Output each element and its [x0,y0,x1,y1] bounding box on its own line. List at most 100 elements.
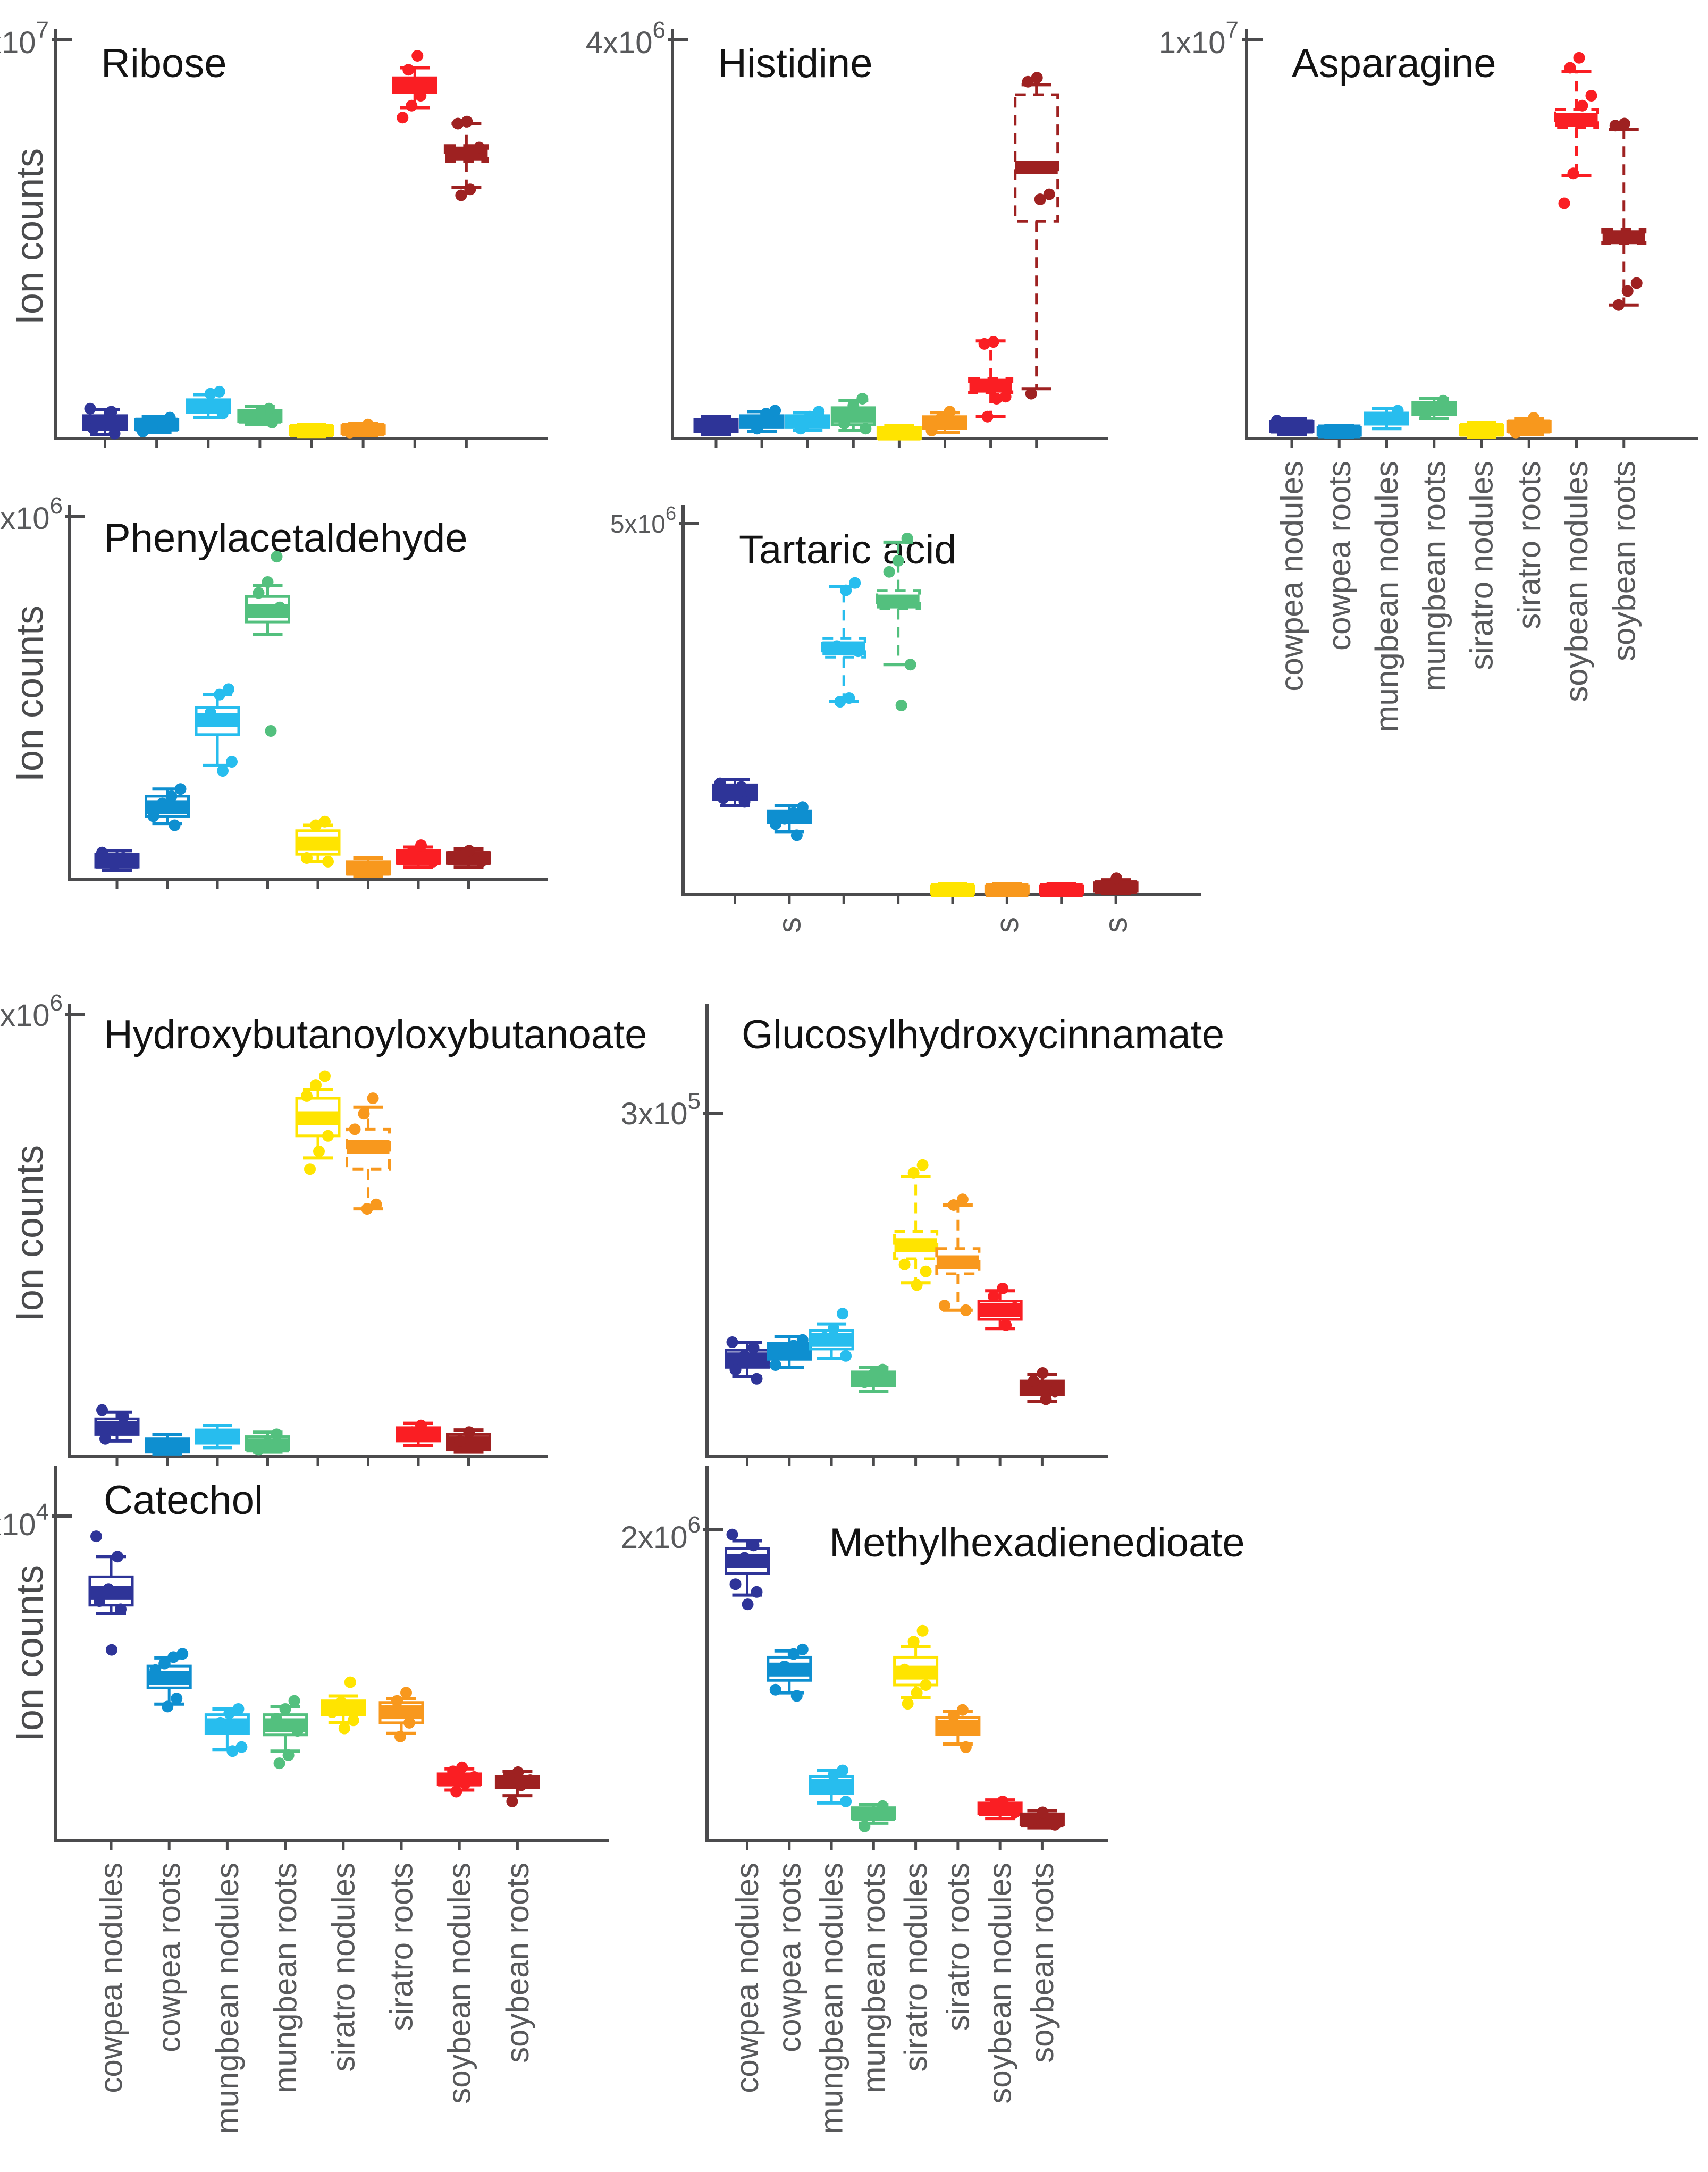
box-phenylacetaldehyde-siratro-roots [346,856,391,878]
data-point [877,1363,889,1376]
data-point [947,1710,960,1722]
data-point [796,801,809,813]
data-point [1573,52,1585,64]
box-ribose-mungbean-roots [237,402,283,428]
data-point [751,1586,763,1598]
panel-title: Catechol [104,1478,263,1523]
data-point [787,807,800,819]
data-point [988,1800,1000,1812]
data-point [1612,299,1625,311]
panel-glucosylhydroxycinnamate: 3x105 Glucosylhydroxycinnamate [621,1004,1224,1466]
data-point [454,850,466,862]
data-point [265,725,277,737]
data-point [205,706,216,719]
data-point [840,1350,852,1362]
panel-title: Phenylacetaldehyde [104,516,468,561]
data-point [1528,412,1540,424]
data-point [344,426,356,439]
data-point [726,1336,738,1348]
data-point [911,1687,923,1699]
axes-histidine [671,29,1108,440]
category-label-fragment: s [989,917,1025,933]
data-point [1630,277,1643,289]
category-label-mungbean-nodules: mungbean nodules [209,1863,245,2134]
data-point [216,408,229,420]
panel-title: Ribose [101,41,227,86]
data-point [463,1426,475,1438]
category-label-siratro-nodules: siratro nodules [325,1863,361,2072]
box-catechol-siratro-nodules [321,1676,366,1735]
data-point [108,1424,120,1436]
data-point [415,1419,427,1432]
box-methylhexadienedioate-siratro-nodules [893,1624,939,1710]
data-point [454,1435,466,1447]
box-phenylacetaldehyde-soybean-roots [446,845,491,869]
box-asparagine-soybean-roots [1601,117,1647,311]
data-point [310,819,322,831]
data-point [349,1123,361,1135]
category-label-fragment: s [771,917,807,933]
data-point [402,64,415,76]
data-point [1028,1813,1040,1825]
data-point [288,1695,300,1707]
data-point [999,391,1012,403]
data-point [1510,426,1522,439]
data-point [843,692,855,704]
box-asparagine-mungbean-nodules [1364,405,1409,431]
data-point [787,1648,800,1660]
yscale-label: 2x106 [621,1512,701,1555]
box-catechol-mungbean-nodules [204,1703,250,1757]
category-label-siratro-roots: siratro roots [940,1863,975,2031]
data-point [960,1741,972,1753]
data-point [729,1363,742,1376]
data-point [751,1373,763,1385]
data-point [735,781,747,793]
data-point [358,1108,370,1120]
data-point [1040,1393,1052,1405]
data-point [262,1437,274,1450]
data-point [156,797,169,810]
data-point [938,1300,950,1312]
data-point [155,417,167,428]
box-catechol-cowpea-nodules [88,1530,134,1656]
data-point [403,1716,415,1729]
data-point [787,1340,800,1352]
data-point [253,1444,265,1456]
category-label-cowpea-nodules: cowpea nodules [94,1863,129,2093]
data-point [273,1757,285,1770]
data-point [717,792,729,804]
data-point [902,1698,914,1710]
data-point [920,1679,932,1691]
data-point [840,584,852,596]
data-point [1031,72,1043,84]
box-phenylacetaldehyde-siratro-nodules [295,815,341,868]
data-point [475,855,487,868]
data-point [796,1334,809,1346]
data-point [90,1530,102,1543]
data-point [1271,415,1283,427]
axes-ribose [54,29,548,440]
axes-phenylacetaldehyde [68,505,548,881]
data-point [859,1820,871,1832]
data-point [515,1779,527,1791]
data-point [868,1368,880,1380]
yscale-label: 5x106 [610,502,676,538]
data-point [223,683,234,695]
data-point [1392,405,1404,417]
panel-title: Histidine [718,41,872,86]
data-point [1110,872,1123,885]
data-point [852,645,864,658]
box-glucosylhydroxycinnamate-siratro-nodules [893,1159,939,1291]
box-phenylacetaldehyde-soybean-nodules [396,839,441,869]
data-point [415,839,427,852]
data-point [997,1796,1009,1807]
data-point [1049,1819,1061,1831]
box-histidine-soybean-roots [1014,72,1059,400]
category-label-soybean-nodules: soybean nodules [982,1863,1018,2104]
data-point [176,1648,189,1660]
data-point [726,1528,738,1540]
box-tartaric-acid-cowpea-roots [767,801,812,841]
data-point [1437,394,1449,407]
yscale-label: 2x106 [0,990,63,1033]
data-point [916,1159,929,1171]
